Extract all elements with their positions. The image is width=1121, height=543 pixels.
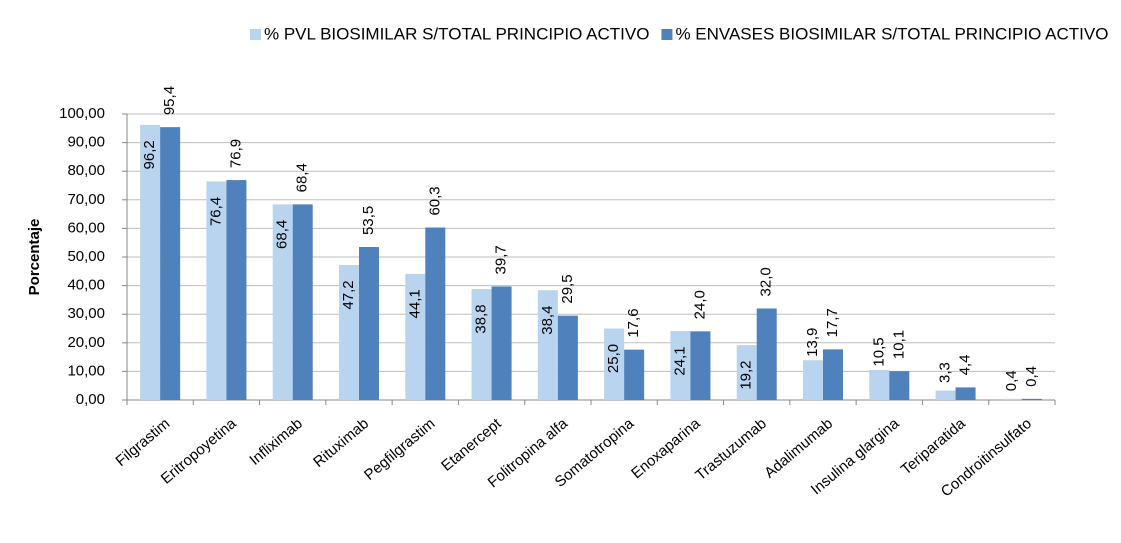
value-label: 24,1 xyxy=(671,346,688,375)
bar xyxy=(425,227,446,400)
value-label: 39,7 xyxy=(493,245,510,274)
bar xyxy=(405,273,426,400)
value-label: 10,1 xyxy=(890,330,907,359)
bar xyxy=(140,124,161,401)
bar xyxy=(272,204,293,400)
bar xyxy=(670,331,691,400)
value-label: 17,6 xyxy=(625,308,642,337)
bar xyxy=(491,286,512,400)
value-label: 38,4 xyxy=(539,306,556,335)
bar xyxy=(869,369,890,400)
value-label: 4,4 xyxy=(957,355,974,376)
value-label: 95,4 xyxy=(161,86,178,115)
bar xyxy=(624,349,645,400)
bar xyxy=(339,265,359,400)
y-tick-label: 80,00 xyxy=(67,162,105,179)
y-tick-label: 10,00 xyxy=(67,362,105,379)
value-label: 44,1 xyxy=(406,289,423,318)
value-label: 0,4 xyxy=(1023,366,1040,387)
value-label: 47,2 xyxy=(340,280,357,309)
value-label: 25,0 xyxy=(605,344,622,373)
bar xyxy=(292,204,313,400)
x-tick-label: Infliximab xyxy=(246,415,305,469)
bar xyxy=(537,290,558,400)
bar xyxy=(160,127,181,400)
bar xyxy=(889,371,910,400)
bar xyxy=(823,349,843,400)
y-tick-label: 0,00 xyxy=(76,391,105,408)
bar xyxy=(226,180,247,400)
value-label: 29,5 xyxy=(559,274,576,303)
value-label: 13,9 xyxy=(804,328,821,357)
bar xyxy=(471,289,492,400)
y-tick-label: 30,00 xyxy=(67,305,105,322)
value-label: 60,3 xyxy=(426,186,443,215)
y-tick-label: 100,00 xyxy=(59,105,105,122)
value-label: 96,2 xyxy=(141,140,158,169)
x-tick-label: Filgrastim xyxy=(113,415,174,470)
legend-label: % ENVASES BIOSIMILAR S/TOTAL PRINCIPIO A… xyxy=(675,24,1108,43)
bar xyxy=(359,246,379,400)
value-label: 76,9 xyxy=(227,139,244,168)
value-label: 24,0 xyxy=(691,290,708,319)
bar xyxy=(935,390,956,400)
value-label: 68,4 xyxy=(274,220,291,249)
bar xyxy=(1001,398,1022,400)
value-label: 76,4 xyxy=(207,197,224,226)
y-tick-label: 90,00 xyxy=(67,134,105,151)
bar xyxy=(604,328,625,400)
bar xyxy=(803,360,823,400)
value-label: 68,4 xyxy=(294,163,311,192)
bar xyxy=(736,345,757,400)
bar xyxy=(690,331,711,400)
bar xyxy=(557,315,578,400)
value-label: 0,4 xyxy=(1003,370,1020,391)
x-tick-label: Trastuzumab xyxy=(692,415,770,484)
value-label: 32,0 xyxy=(758,267,775,296)
y-tick-label: 70,00 xyxy=(67,191,105,208)
legend-swatch xyxy=(661,29,673,40)
value-label: 38,8 xyxy=(473,304,490,333)
bar xyxy=(206,181,227,400)
legend-label: % PVL BIOSIMILAR S/TOTAL PRINCIPIO ACTIV… xyxy=(264,24,649,43)
x-tick-label: Etanercept xyxy=(438,415,505,475)
value-label: 19,2 xyxy=(738,360,755,389)
value-label: 10,5 xyxy=(870,337,887,366)
x-tick-label: Pegfilgrastim xyxy=(361,415,438,484)
y-axis-label: Porcentaje xyxy=(26,219,43,296)
y-tick-label: 40,00 xyxy=(67,277,105,294)
bar xyxy=(955,387,976,400)
value-label: 17,7 xyxy=(824,308,841,337)
x-tick-label: Rituximab xyxy=(310,415,372,471)
y-tick-label: 60,00 xyxy=(67,219,105,236)
y-tick-label: 20,00 xyxy=(67,334,105,351)
value-label: 53,5 xyxy=(360,206,377,235)
bar xyxy=(1021,398,1042,400)
y-tick-label: 50,00 xyxy=(67,248,105,265)
value-label: 3,3 xyxy=(937,362,954,383)
bar xyxy=(756,308,777,400)
legend-swatch xyxy=(250,29,261,40)
